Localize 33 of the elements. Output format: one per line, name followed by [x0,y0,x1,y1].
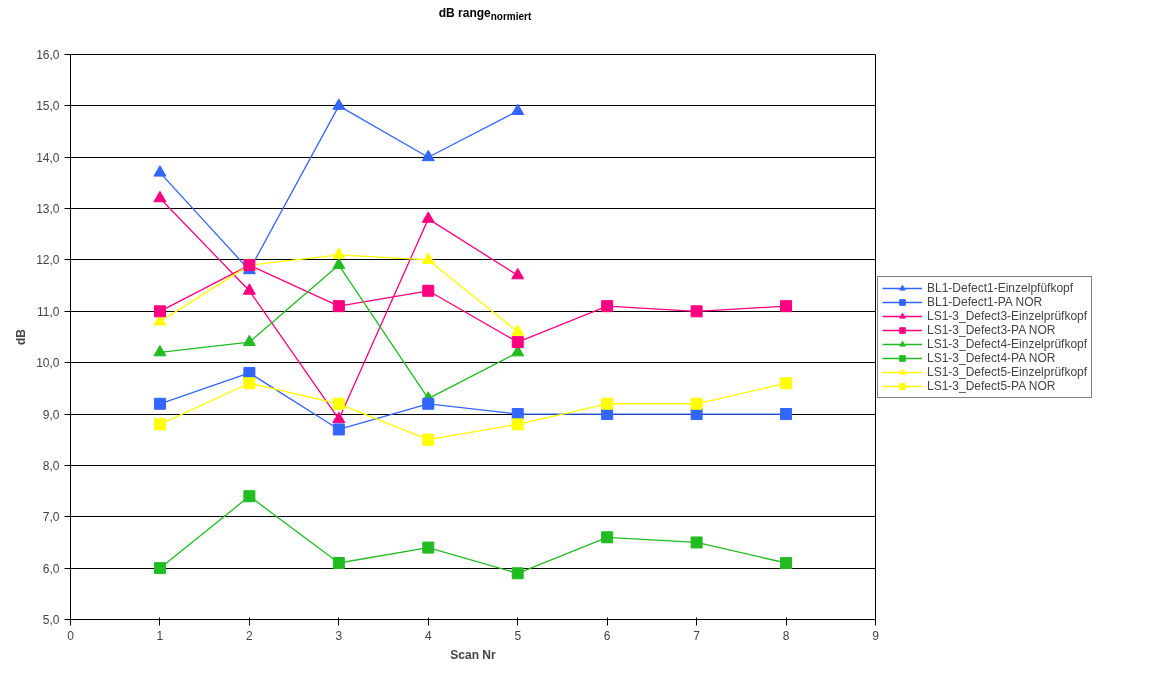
x-tick-label: 7 [693,628,701,643]
y-tick-label: 7,0 [42,510,60,525]
legend-label: LS1-3_Defect4-PA NOR [927,350,1056,365]
x-tick-label: 5 [514,628,522,643]
y-tick-label: 10,0 [36,356,60,371]
y-tick-label: 9,0 [42,407,60,422]
y-tick-label: 11,0 [37,304,60,319]
y-axis-title: dB [14,328,29,345]
legend-label: BL1-Defect1-Einzelpfüfkopf [927,280,1074,295]
legend-label: LS1-3_Defect3-Einzelprüfkopf [927,308,1088,323]
y-tick-label: 16,0 [36,48,60,62]
y-tick-label: 15,0 [36,99,60,114]
x-tick-label: 3 [335,628,343,643]
chart-title: dB range$_{normiert}$ [437,5,533,25]
x-tick-label: 9 [872,628,880,643]
legend-label: LS1-3_Defect5-PA NOR [927,378,1056,393]
y-tick-label: 12,0 [36,253,60,268]
y-tick-label: 8,0 [42,458,60,473]
y-tick-label: 13,0 [36,202,60,217]
x-axis-title: Scan Nr [450,647,497,662]
x-tick-label: 6 [603,628,611,643]
legend-label: LS1-3_Defect4-Einzelprüfkopf [927,336,1088,351]
legend-label: BL1-Defect1-PA NOR [927,294,1043,309]
x-tick-label: 8 [782,628,790,643]
legend-label: LS1-3_Defect3-PA NOR [927,322,1056,337]
y-tick-label: 14,0 [36,150,60,165]
y-tick-label: 5,0 [42,613,60,627]
x-tick-label: 4 [424,628,432,643]
y-tick-label: 6,0 [42,561,60,576]
legend-label: LS1-3_Defect5-Einzelprüfkopf [927,364,1088,379]
x-tick-label: 0 [67,628,75,643]
x-tick-label: 2 [246,628,254,643]
x-tick-label: 1 [156,628,164,643]
